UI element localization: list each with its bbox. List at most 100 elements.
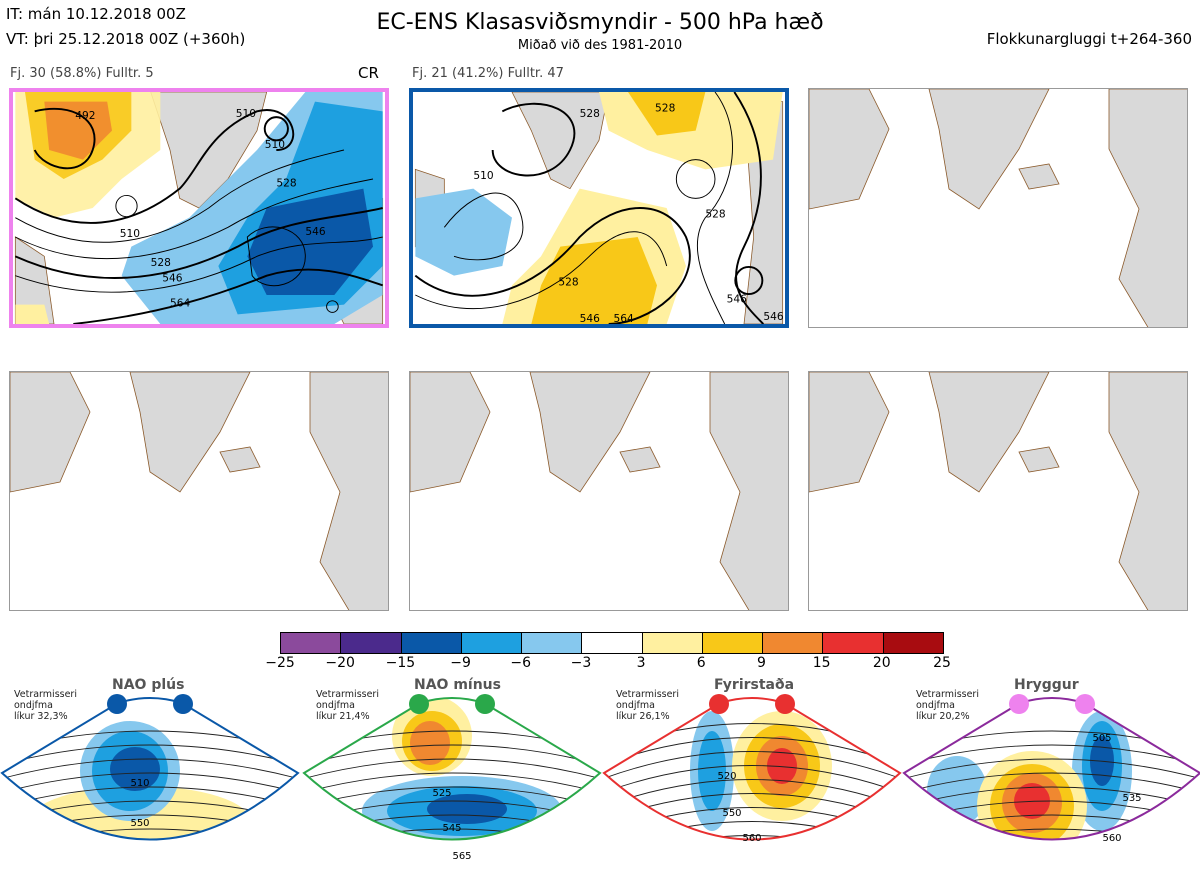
regime-frame [902,697,1200,841]
anomaly-blob [410,721,450,765]
land [10,372,91,493]
regime-probability: Vetrarmisseri ondjfma líkur 32,3% [14,689,77,722]
colorbar-swatch [701,633,763,653]
land [709,372,788,610]
regime-frame [602,697,902,841]
contour-label: 510 [265,138,286,151]
height-contour [2,758,298,780]
contour-label: 546 [580,312,601,324]
colorbar-tick-label: −9 [450,655,471,671]
cluster-panel-1: 492 510 510 528 528 546 546 564 510 [9,88,389,328]
anomaly-blob [767,748,797,784]
contour-label: 546 [763,310,784,323]
contour-closed [326,300,339,313]
contour-label: 492 [75,109,95,122]
land [1108,372,1187,610]
height-contour [604,779,900,808]
regime-dot [173,694,193,714]
land [928,89,1050,210]
land [1018,446,1060,473]
contour-label: 510 [120,227,141,240]
contour-thin [696,92,733,324]
cluster-2-map: 528 528 510 528 546 564 528 546 546 [414,92,784,324]
height-contour [604,737,900,766]
colorbar-swatch [521,633,582,653]
colorbar-tick-label: −3 [570,655,592,671]
colorbar [280,632,944,654]
empty-panel-3 [808,88,1188,328]
colorbar-swatch [762,633,823,653]
anomaly-blob [1018,856,1046,866]
regime-title: NAO mínus [414,677,501,693]
colorbar-tick-label: 20 [872,655,891,671]
regime-title: Hryggur [1014,677,1079,693]
colorbar-swatch [641,633,702,653]
height-contour [604,751,900,780]
colorbar-tick-label: 9 [756,655,766,671]
colorbar-tick-label: 3 [636,655,646,671]
contour-label: 528 [580,107,601,120]
regime-fan: 525 545 565 [302,697,602,862]
regime-frame [0,697,300,841]
colorbar-swatch [340,633,401,653]
land [309,372,388,610]
regime-dot [1009,694,1029,714]
colorbar-swatch [460,633,522,653]
height-contour [304,786,600,808]
colorbar-swatch [400,633,461,653]
contour-label: 528 [151,256,172,269]
height-contour [902,843,1200,863]
contour-label: 535 [1122,793,1141,804]
height-contour [304,828,600,840]
contour-label: 510 [473,169,494,182]
anomaly-positive [44,101,112,160]
contour-label: 545 [442,823,461,834]
chart-subtitle: Miðað við des 1981-2010 [517,38,683,53]
cluster-1-map: 492 510 510 528 528 546 546 564 510 [14,92,384,324]
contour-closed [734,266,764,295]
colorbar-tick-label: 25 [933,655,951,671]
colorbar-swatch [882,633,943,653]
land [619,446,661,473]
contour-thick [14,109,295,224]
colorbar-tick-label: 6 [696,655,706,671]
height-contour [0,843,300,863]
contour-thick [14,207,383,279]
panel-1-tag: CR [358,64,379,82]
empty-panel-6 [808,371,1188,611]
contour-label: 528 [705,208,726,221]
contour-thick [73,268,383,324]
regime-title: NAO plús [112,677,185,693]
contour-thin [15,236,383,293]
anomaly-positive [531,237,657,324]
land [14,236,55,324]
contour-closed [115,194,138,218]
contour-label: 564 [170,297,191,310]
land [219,446,261,473]
land [809,89,890,210]
colorbar-tick-label: −6 [510,655,532,671]
contour-thin [443,192,524,261]
contour-thick [33,107,96,170]
contour-thick [733,92,765,324]
land [511,92,610,190]
regime-probability: Vetrarmisseri ondjfma líkur 20,2% [916,689,979,722]
cluster-panel-2: 528 528 510 528 546 564 528 546 546 [409,88,789,328]
height-contour [904,828,1200,840]
contour-thin [15,178,374,260]
contour-label: 546 [305,225,326,238]
colorbar-tick-label: −15 [385,655,416,671]
contour-label: 550 [130,818,149,829]
land [1018,163,1060,190]
contour-label: 564 [614,312,635,324]
land [410,372,491,493]
colorbar-tick-label: 15 [812,655,831,671]
anomaly-positive [15,304,50,324]
contour-label: 510 [236,107,257,120]
height-contour [2,772,298,794]
height-contour [304,744,600,766]
contour-closed [263,116,289,142]
contour-label: 525 [432,788,451,799]
regime-dot [1075,694,1095,714]
height-contour [2,786,298,808]
